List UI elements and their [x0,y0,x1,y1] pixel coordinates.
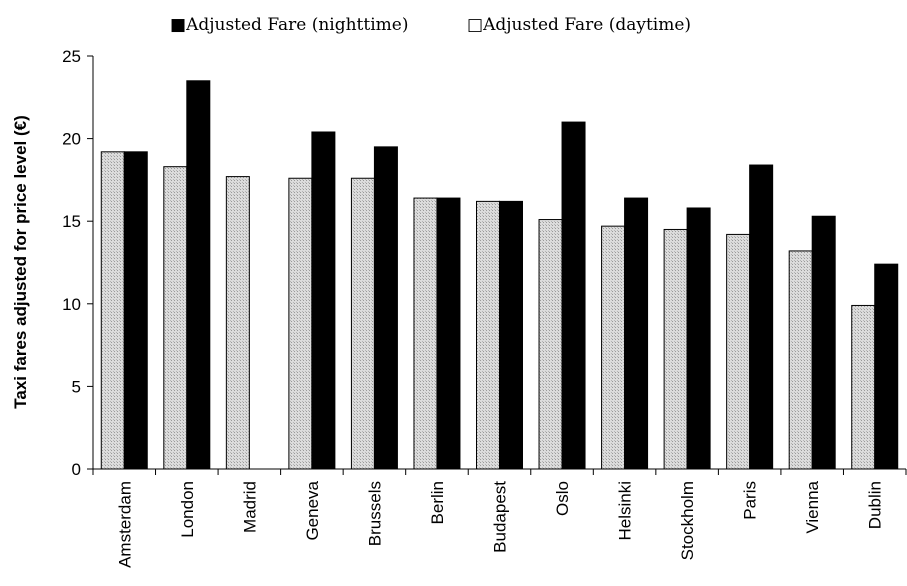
bar-daytime [538,219,563,470]
bar-nighttime [561,121,586,470]
x-tick-label: Dublin [866,481,885,529]
bar-nighttime [749,164,774,470]
bar-nighttime [186,80,211,470]
y-tick-label: 20 [62,130,81,149]
y-axis: 0 5 10 15 20 25 [62,47,93,479]
x-tick-label: Madrid [240,481,259,533]
bar-daytime [788,250,813,470]
x-tick-label: Berlin [428,481,447,524]
legend-label-daytime: Adjusted Fare (daytime) [482,15,691,35]
bar-nighttime [811,215,836,470]
y-tick-label: 5 [72,377,81,396]
x-tick-label: Budapest [491,481,510,553]
bar-daytime [288,177,313,470]
x-tick-label: Stockholm [678,481,697,560]
legend-symbol-daytime: □ [467,15,483,35]
bar-nighttime [686,207,711,470]
legend-symbol-nighttime: ■ [170,15,186,35]
legend: ■Adjusted Fare (nighttime) □Adjusted Far… [170,15,691,35]
x-tick-label: Oslo [553,481,572,516]
y-tick-label: 0 [72,460,81,479]
bar-daytime [350,177,375,470]
x-tick-label: Vienna [803,480,822,533]
bar-daytime [163,166,188,470]
axis-lines [92,56,906,470]
bar-daytime [601,225,626,470]
x-tick-label: Geneva [303,480,322,540]
bars [100,80,899,470]
bar-nighttime [436,197,461,470]
bar-nighttime [499,200,523,470]
bar-daytime [851,304,876,470]
bar-nighttime [874,263,899,470]
bar-daytime [476,200,500,470]
x-tick-label: Amsterdam [115,481,134,568]
bar-daytime [100,151,125,470]
legend-entry-nighttime: ■Adjusted Fare (nighttime) [170,15,408,35]
y-tick-label: 15 [62,212,81,231]
x-tick-label: Paris [741,481,760,520]
y-tick-label: 10 [62,295,81,314]
legend-label-nighttime: Adjusted Fare (nighttime) [185,15,408,35]
bar-daytime [225,176,250,470]
bar-daytime [663,228,688,470]
x-axis: Amsterdam London Madrid Geneva Brussels Berli… [92,469,907,568]
bar-nighttime [624,197,649,470]
bar-nighttime [373,146,398,470]
y-axis-label: Taxi fares adjusted for price level (€) [11,115,30,409]
bar-daytime [413,197,438,470]
x-tick-label: Helsinki [616,481,635,541]
bar-nighttime [311,131,336,470]
x-tick-label: London [178,481,197,538]
y-tick-label: 25 [62,47,81,66]
x-tick-label: Brussels [365,481,384,546]
legend-entry-daytime: □Adjusted Fare (daytime) [467,15,691,35]
bar-nighttime [123,151,148,470]
bar-daytime [726,233,751,470]
